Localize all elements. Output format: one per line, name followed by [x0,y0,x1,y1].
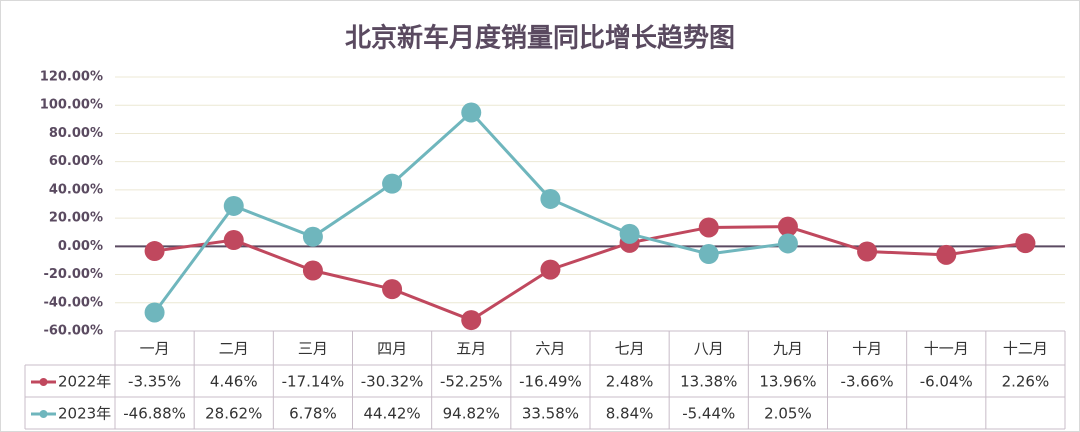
table-cell: -16.49% [519,373,582,391]
point [619,223,640,244]
chart-title: 北京新车月度销量同比增长趋势图 [345,23,735,54]
legend-label: 2023年 [58,405,111,423]
point [144,241,165,262]
x-tick-label: 二月 [219,340,249,358]
point [777,233,798,254]
point [461,310,482,331]
table-cell: -46.88% [123,405,186,423]
x-tick-label: 八月 [694,340,724,358]
table-cell: 4.46% [210,373,258,391]
y-tick-label: 120.00% [40,70,103,85]
table-cell: 13.38% [680,373,737,391]
y-tick-label: 40.00% [49,182,103,197]
table-cell: 13.96% [759,373,816,391]
point [223,230,244,251]
x-tick-label: 九月 [773,340,803,358]
x-tick-label: 三月 [298,340,328,358]
y-tick-label: 20.00% [49,211,103,226]
table-cell: -3.35% [128,373,181,391]
table-cell: -30.32% [361,373,424,391]
table-cell: 2.05% [764,405,812,423]
y-tick-label: -60.00% [43,324,103,339]
point [540,188,561,209]
x-tick-label: 十二月 [1003,340,1048,358]
y-tick-label: 0.00% [58,239,103,254]
point [1015,233,1036,254]
point [698,217,719,238]
x-tick-label: 六月 [535,340,565,358]
table-cell: 28.62% [205,405,262,423]
legend-label: 2022年 [58,373,111,391]
x-tick-label: 一月 [140,340,170,358]
point [698,244,719,265]
table-cell: -3.66% [841,373,894,391]
y-tick-label: -40.00% [43,295,103,310]
point [857,241,878,262]
series-line [154,225,1026,322]
table-cell: -5.44% [682,405,735,423]
y-tick-label: 60.00% [49,154,103,169]
table-cell: -52.25% [440,373,503,391]
point [382,279,403,300]
table-cell: 44.42% [363,405,420,423]
y-tick-label: 80.00% [49,126,103,141]
y-tick-label: 100.00% [40,98,103,113]
point [777,216,798,237]
x-tick-label: 四月 [377,340,407,358]
legend-marker [39,410,48,418]
point [382,173,403,194]
table-cell: -6.04% [920,373,973,391]
point [302,226,323,247]
table-cell: 33.58% [522,405,579,423]
table-cell: 2.48% [606,373,654,391]
point [223,195,244,216]
table-cell: 8.84% [606,405,654,423]
point [461,102,482,123]
x-tick-label: 五月 [456,340,486,358]
table-cell: 94.82% [443,405,500,423]
y-tick-label: -20.00% [43,267,103,282]
x-tick-label: 七月 [615,340,645,358]
x-tick-label: 十月 [852,340,882,358]
point [144,302,165,323]
point [936,244,957,265]
x-tick-label: 十一月 [924,340,969,358]
legend-marker [39,378,48,386]
table-cell: 6.78% [289,405,337,423]
point [540,259,561,280]
table-cell: 2.26% [1002,373,1050,391]
point [302,260,323,281]
table-cell: -17.14% [282,373,345,391]
